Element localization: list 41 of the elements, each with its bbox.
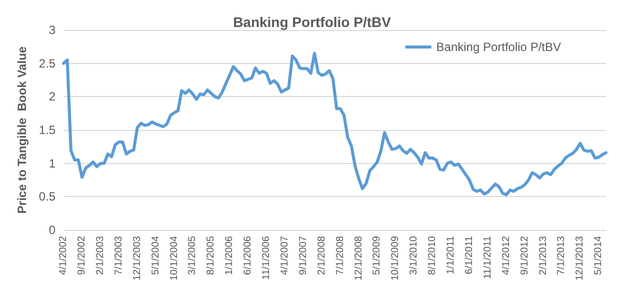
line-series	[62, 52, 608, 196]
x-tick-label: 9/1/2007	[298, 236, 309, 275]
y-tick-label: 2.5	[38, 56, 56, 70]
y-axis-title: Price to Tangible Book Value	[15, 46, 29, 214]
x-tick-label: 2/1/2003	[94, 236, 106, 275]
x-tick-label: 10/1/2009	[390, 236, 402, 280]
y-tick-label: 1.5	[38, 123, 56, 137]
x-tick-label: 1/1/2011	[446, 236, 457, 274]
x-tick-label: 1/1/2006	[224, 236, 236, 275]
y-tick-label: 1	[48, 156, 56, 170]
x-tick-label: 12/1/2013	[574, 236, 586, 280]
x-tick-label: 8/1/2005	[206, 236, 217, 275]
x-tick-label: 11/1/2006	[261, 236, 272, 280]
x-tick-label: 12/1/2008	[353, 236, 364, 280]
x-tick-label: 2/1/2013	[538, 236, 549, 275]
x-tick-label: 9/1/2002	[76, 236, 88, 275]
x-tick-label: 7/1/2008	[334, 236, 346, 275]
x-tick-label: 8/1/2010	[427, 236, 438, 275]
x-tick-label: 10/1/2004	[168, 236, 180, 280]
y-tick-label: 2	[48, 90, 56, 104]
y-tick-label: 0.5	[38, 190, 56, 204]
x-tick-label: 4/1/2012	[500, 236, 512, 275]
y-tick-label: 0	[48, 223, 56, 237]
x-tick-label: 3/1/2005	[187, 236, 198, 275]
x-tick-label: 5/1/2004	[150, 236, 162, 275]
x-tick-label: 11/1/2011	[482, 236, 494, 280]
x-tick-label: 7/1/2003	[113, 236, 124, 275]
x-tick-label: 9/1/2012	[519, 236, 530, 275]
x-tick-label: 6/1/2011	[464, 236, 475, 274]
y-tick-label: 3	[48, 23, 56, 37]
x-tick-label: 3/1/2010	[408, 236, 420, 275]
x-tick-label: 4/1/2007	[279, 236, 290, 275]
x-tick-label: 2/1/2008	[316, 236, 328, 275]
x-tick-label: 6/1/2006	[242, 236, 254, 275]
legend-label: Banking Portfolio P/tBV	[436, 40, 561, 54]
x-tick-label: 12/1/2003	[132, 236, 143, 280]
x-tick-label: 5/1/2009	[372, 236, 383, 275]
x-tick-label: 5/1/2014	[593, 236, 604, 275]
x-tick-label: 7/1/2013	[556, 236, 568, 275]
chart-title: Banking Portfolio P/tBV	[233, 14, 392, 30]
x-tick-label: 4/1/2002	[58, 236, 70, 275]
